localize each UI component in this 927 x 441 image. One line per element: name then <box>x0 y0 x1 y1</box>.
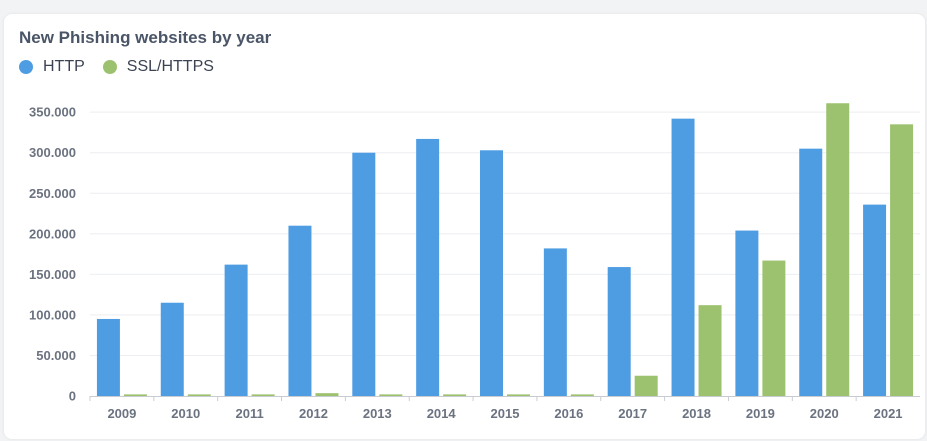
chart-title: New Phishing websites by year <box>19 28 272 47</box>
legend-item-https[interactable]: SSL/HTTPS <box>102 58 214 76</box>
x-tick-label: 2019 <box>746 406 775 421</box>
x-tick-label: 2018 <box>682 406 711 421</box>
y-tick-label: 150.000 <box>29 267 76 282</box>
y-tick-label: 250.000 <box>29 186 76 201</box>
bar-https-2010[interactable] <box>187 394 211 396</box>
x-tick-label: 2014 <box>427 406 457 421</box>
x-tick-label: 2015 <box>491 406 520 421</box>
bar-http-2018[interactable] <box>671 118 695 397</box>
x-tick-label: 2013 <box>363 406 392 421</box>
x-tick-label: 2010 <box>171 406 200 421</box>
y-tick-label: 50.000 <box>36 348 76 363</box>
x-tick-label: 2016 <box>554 406 583 421</box>
bar-https-2016[interactable] <box>570 394 594 396</box>
y-tick-label: 200.000 <box>29 226 76 241</box>
bar-http-2016[interactable] <box>543 248 567 396</box>
x-tick-label: 2020 <box>810 406 839 421</box>
y-tick-label: 300.000 <box>29 145 76 160</box>
bar-http-2017[interactable] <box>607 267 631 396</box>
legend-item-http[interactable]: HTTP <box>19 58 85 76</box>
bar-http-2019[interactable] <box>735 230 759 396</box>
legend-label-http: HTTP <box>43 58 85 75</box>
bar-https-2012[interactable] <box>315 393 339 396</box>
legend-label-https: SSL/HTTPS <box>126 58 214 75</box>
y-tick-label: 100.000 <box>29 307 76 322</box>
bar-https-2019[interactable] <box>762 260 786 396</box>
bar-http-2015[interactable] <box>480 150 503 396</box>
bar-http-2009[interactable] <box>96 318 120 396</box>
bar-http-2014[interactable] <box>416 138 440 396</box>
bar-https-2017[interactable] <box>634 375 658 396</box>
bar-http-2013[interactable] <box>352 152 376 396</box>
x-tick-label: 2021 <box>874 406 903 421</box>
legend-dot-https <box>102 60 117 74</box>
bar-https-2018[interactable] <box>698 305 722 396</box>
bar-http-2020[interactable] <box>799 148 823 396</box>
bar-http-2021[interactable] <box>863 204 887 396</box>
bar-http-2012[interactable] <box>288 225 312 396</box>
bar-http-2011[interactable] <box>224 264 248 396</box>
legend: HTTP SSL/HTTPS <box>19 58 232 76</box>
bar-https-2021[interactable] <box>890 124 914 396</box>
bar-https-2013[interactable] <box>379 394 403 396</box>
bar-https-2015[interactable] <box>507 394 530 396</box>
x-tick-label: 2012 <box>299 406 328 421</box>
x-tick-label: 2009 <box>107 406 136 421</box>
bar-https-2009[interactable] <box>123 394 147 396</box>
x-tick-label: 2011 <box>236 406 264 421</box>
bar-https-2011[interactable] <box>251 394 275 396</box>
y-tick-label: 350.000 <box>29 105 76 120</box>
bar-https-2020[interactable] <box>826 103 850 396</box>
bar-http-2010[interactable] <box>160 302 184 396</box>
y-tick-label: 0 <box>69 389 76 404</box>
legend-dot-http <box>19 60 33 74</box>
bar-https-2014[interactable] <box>443 394 467 396</box>
x-tick-label: 2017 <box>618 406 647 421</box>
